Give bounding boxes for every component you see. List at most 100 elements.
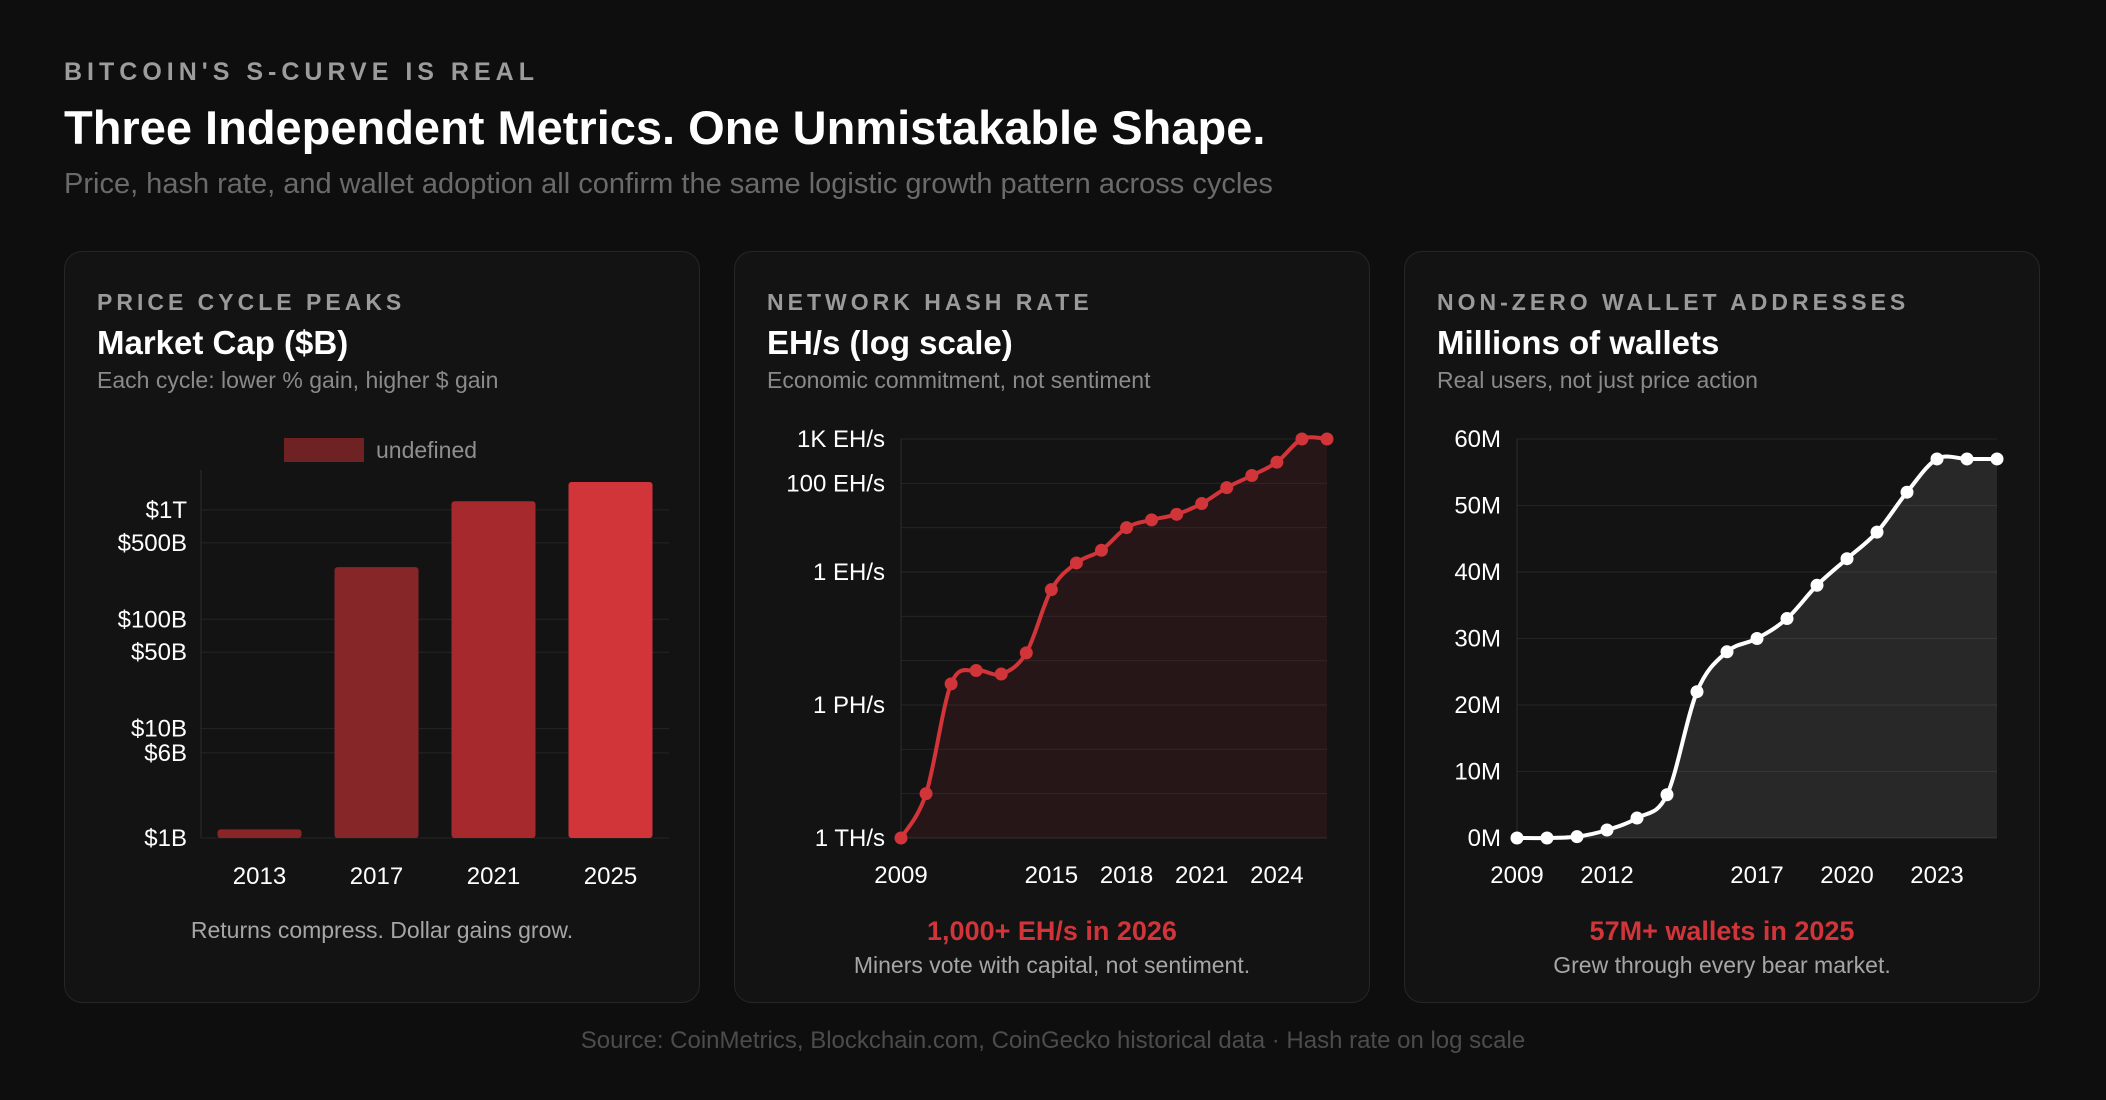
page-subtitle: Price, hash rate, and wallet adoption al…	[64, 168, 1273, 200]
market-cap-bar-chart: undefined $1B $6B$10B $50B $100B $500B $1T 2013…	[118, 437, 669, 890]
data-point-2015	[1044, 583, 1058, 597]
legend-label: undefined	[376, 437, 477, 463]
y-tick-label: $6B	[144, 740, 187, 767]
data-point-2016	[1069, 556, 1083, 570]
data-point-2009	[894, 831, 908, 845]
y-tick-label: 0M	[1468, 825, 1501, 852]
data-point-2021	[1195, 497, 1209, 511]
panel-subtitle: Economic commitment, not sentiment	[767, 367, 1151, 393]
data-point-2010	[919, 787, 933, 801]
x-tick-label: 2020	[1820, 862, 1873, 889]
y-tick-label: 100 EH/s	[786, 470, 885, 497]
data-point-2021	[1870, 525, 1884, 539]
y-tick-label: 1 PH/s	[813, 692, 885, 719]
x-tick-label: 2017	[350, 863, 403, 890]
wallets-line-chart: 0M 10M 20M 30M 40M 50M 60M 2009 2012 2017 2020 2023	[1454, 426, 2004, 889]
data-point-2018	[1120, 521, 1134, 535]
data-point-2024	[1960, 452, 1974, 466]
panel-eyebrow: NETWORK HASH RATE	[767, 289, 1093, 315]
bar-2021	[451, 501, 536, 838]
y-tick-label: $10B	[131, 716, 187, 743]
bar-2017	[334, 567, 419, 838]
data-point-2018	[1780, 612, 1794, 626]
panel-hash-rate: NETWORK HASH RATE EH/s (log scale) Econo…	[734, 251, 1370, 1003]
y-tick-label: $500B	[118, 530, 187, 557]
data-point-2012	[969, 664, 983, 678]
series-area	[901, 437, 1327, 838]
panel-title: EH/s (log scale)	[767, 324, 1013, 361]
panel-note: Miners vote with capital, not sentiment.	[853, 952, 1251, 978]
panel-title: Market Cap ($B)	[97, 324, 349, 361]
data-point-2011	[944, 677, 958, 691]
panel-subtitle: Real users, not just price action	[1437, 367, 1758, 393]
panel-eyebrow: PRICE CYCLE PEAKS	[97, 289, 406, 315]
x-tick-label: 2012	[1580, 862, 1633, 889]
y-tick-label: 1K EH/s	[797, 426, 885, 453]
y-tick-label: 1 EH/s	[813, 559, 885, 586]
data-point-2025	[1295, 432, 1309, 446]
x-tick-label: 2009	[1490, 862, 1543, 889]
y-tick-label: 1 TH/s	[815, 825, 885, 852]
data-point-2009	[1510, 831, 1524, 845]
data-point-2010	[1540, 831, 1554, 845]
y-tick-label: 10M	[1454, 759, 1501, 786]
panel-title: Millions of wallets	[1437, 324, 1720, 361]
data-point-2023	[1930, 452, 1944, 466]
y-tick-label: $1T	[146, 497, 188, 524]
panel-market-cap: PRICE CYCLE PEAKS Market Cap ($B) Each c…	[64, 251, 700, 1003]
panel-subtitle: Each cycle: lower % gain, higher $ gain	[97, 367, 499, 393]
legend-swatch	[284, 438, 364, 462]
y-tick-label: 60M	[1454, 426, 1501, 453]
x-tick-label: 2021	[467, 863, 520, 890]
x-tick-label: 2015	[1025, 862, 1078, 889]
x-tick-label: 2023	[1910, 862, 1963, 889]
panel-highlight: 1,000+ EH/s in 2026	[927, 916, 1177, 946]
header-eyebrow: BITCOIN'S S-CURVE IS REAL	[64, 58, 539, 86]
bar-2025	[568, 482, 653, 838]
source-footnote: Source: CoinMetrics, Blockchain.com, Coi…	[580, 1027, 1526, 1054]
data-point-2011	[1570, 830, 1584, 844]
data-point-2014	[1660, 788, 1674, 802]
data-point-2014	[1019, 646, 1033, 660]
bar-2013	[217, 829, 302, 838]
y-tick-label: 20M	[1454, 692, 1501, 719]
data-point-2013	[1630, 811, 1644, 825]
y-tick-label: 50M	[1454, 493, 1501, 520]
page-title: Three Independent Metrics. One Unmistaka…	[64, 101, 1266, 154]
data-point-2023	[1245, 469, 1259, 483]
data-point-2012	[1600, 823, 1614, 837]
panel-highlight: 57M+ wallets in 2025	[1589, 916, 1855, 946]
data-point-2025	[1990, 452, 2004, 466]
x-tick-label: 2009	[874, 862, 927, 889]
data-point-2016	[1720, 645, 1734, 659]
data-point-2022	[1220, 481, 1234, 495]
x-tick-label: 2024	[1250, 862, 1303, 889]
x-tick-label: 2018	[1100, 862, 1153, 889]
data-point-2026	[1320, 432, 1334, 446]
x-tick-label: 2021	[1175, 862, 1228, 889]
panel-note: Grew through every bear market.	[1553, 952, 1891, 978]
data-point-2020	[1840, 552, 1854, 566]
series-area	[1517, 456, 1997, 839]
y-tick-label: 30M	[1454, 626, 1501, 653]
data-point-2019	[1810, 578, 1824, 592]
y-tick-label: 40M	[1454, 559, 1501, 586]
hash-rate-line-chart: 1 TH/s 1 PH/s 1 EH/s 100 EH/s 1K EH/s 2009 201…	[786, 426, 1334, 889]
data-point-2013	[994, 667, 1008, 681]
x-tick-label: 2013	[233, 863, 286, 890]
data-point-2020	[1170, 507, 1184, 521]
data-point-2022	[1900, 485, 1914, 499]
data-point-2024	[1270, 455, 1284, 469]
y-tick-label: $50B	[131, 639, 187, 666]
panel-wallets: NON-ZERO WALLET ADDRESSES Millions of wa…	[1404, 251, 2040, 1003]
x-tick-label: 2025	[584, 863, 637, 890]
panel-note: Returns compress. Dollar gains grow.	[190, 917, 574, 943]
data-point-2017	[1094, 543, 1108, 557]
y-tick-label: $1B	[144, 825, 187, 852]
data-point-2015	[1690, 685, 1704, 699]
x-tick-label: 2017	[1730, 862, 1783, 889]
data-point-2019	[1145, 513, 1159, 527]
data-point-2017	[1750, 632, 1764, 645]
panel-eyebrow: NON-ZERO WALLET ADDRESSES	[1437, 289, 1910, 315]
y-tick-label: $100B	[118, 606, 187, 633]
